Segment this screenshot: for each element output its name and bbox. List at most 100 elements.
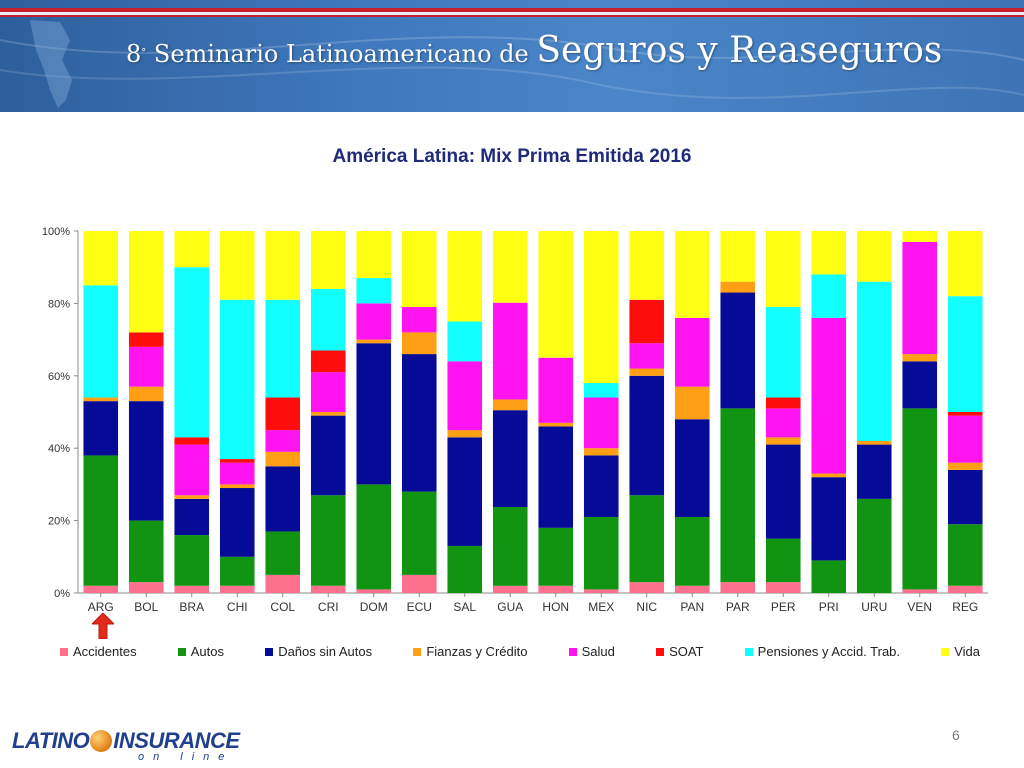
bar-segment bbox=[174, 444, 210, 496]
bar-segment bbox=[811, 473, 847, 478]
conference-title: 8° Seminario Latinoamericano de Seguros … bbox=[126, 30, 942, 71]
bar-segment bbox=[401, 307, 437, 333]
x-tick-label: HON bbox=[542, 600, 569, 614]
bar-segment bbox=[401, 231, 437, 308]
bar-segment bbox=[174, 495, 210, 499]
bar-segment bbox=[720, 408, 756, 583]
x-tick-label: BRA bbox=[179, 600, 204, 614]
bar-segment bbox=[356, 303, 392, 340]
bar-segment bbox=[265, 531, 301, 575]
bar-segment bbox=[856, 281, 892, 441]
legend-item: Daños sin Autos bbox=[265, 644, 372, 659]
bar-segment bbox=[765, 444, 801, 539]
x-tick-label: NIC bbox=[636, 600, 657, 614]
bar-segment bbox=[629, 231, 665, 300]
legend-item: Pensiones y Accid. Trab. bbox=[744, 644, 901, 659]
bar-segment bbox=[219, 459, 255, 463]
bar-segment bbox=[629, 375, 665, 496]
bar-segment bbox=[447, 437, 483, 546]
bar-segment bbox=[856, 444, 892, 499]
legend-label: Fianzas y Crédito bbox=[426, 644, 528, 659]
bar-segment bbox=[83, 455, 119, 586]
bar-segment bbox=[128, 346, 164, 387]
bar-segment bbox=[219, 585, 255, 593]
bar-segment bbox=[947, 415, 983, 463]
logo-subtitle: on line bbox=[138, 751, 234, 763]
bar-segment bbox=[811, 477, 847, 561]
bar-segment bbox=[811, 274, 847, 318]
x-tick-label: MEX bbox=[588, 600, 614, 614]
bar-segment bbox=[265, 430, 301, 452]
bar-segment bbox=[629, 343, 665, 369]
bar-segment bbox=[765, 397, 801, 409]
bar-segment bbox=[902, 354, 938, 362]
legend-item: Fianzas y Crédito bbox=[413, 644, 527, 659]
bar-segment bbox=[720, 582, 756, 593]
bar-segment bbox=[310, 412, 346, 416]
bar-segment bbox=[174, 231, 210, 268]
y-tick-label: 40% bbox=[48, 443, 70, 455]
bar-segment bbox=[356, 343, 392, 485]
y-tick-label: 60% bbox=[48, 371, 70, 383]
bar-segment bbox=[401, 491, 437, 575]
bar-segment bbox=[629, 299, 665, 344]
x-tick-label: ECU bbox=[407, 600, 432, 614]
logo-text-insurance: INSURANCE bbox=[113, 728, 240, 753]
bar-segment bbox=[583, 383, 619, 398]
x-tick-label: COL bbox=[270, 600, 295, 614]
bar-segment bbox=[902, 589, 938, 593]
x-tick-label: PAR bbox=[726, 600, 750, 614]
bar-segment bbox=[265, 299, 301, 398]
bar-segment bbox=[902, 231, 938, 242]
x-tick-label: GUA bbox=[497, 600, 523, 614]
bar-segment bbox=[265, 397, 301, 431]
y-tick-label: 100% bbox=[42, 226, 70, 238]
bar-segment bbox=[674, 317, 710, 387]
bar-segment bbox=[629, 495, 665, 583]
bar-segment bbox=[219, 556, 255, 586]
y-tick-label: 0% bbox=[54, 588, 70, 600]
bar-segment bbox=[83, 285, 119, 398]
bar-segment bbox=[447, 361, 483, 431]
legend-label: Daños sin Autos bbox=[278, 644, 373, 659]
x-tick-label: SAL bbox=[453, 600, 476, 614]
globe-icon bbox=[90, 730, 113, 752]
bar-segment bbox=[765, 538, 801, 583]
bar-segment bbox=[947, 462, 983, 470]
x-tick-label: PAN bbox=[680, 600, 704, 614]
bar-segment bbox=[219, 484, 255, 489]
red-up-arrow-icon bbox=[92, 613, 114, 639]
bar-segment bbox=[583, 516, 619, 590]
bar-segment bbox=[492, 302, 528, 400]
bar-segment bbox=[492, 585, 528, 593]
bar-segment bbox=[174, 585, 210, 593]
legend-swatch bbox=[568, 647, 577, 656]
bar-segment bbox=[674, 585, 710, 593]
bar-segment bbox=[310, 415, 346, 496]
bar-segment bbox=[720, 281, 756, 293]
bar-segment bbox=[765, 408, 801, 438]
bar-segment bbox=[310, 231, 346, 289]
bar-segment bbox=[447, 545, 483, 593]
bar-segment bbox=[538, 426, 574, 528]
legend-item: SOAT bbox=[656, 644, 704, 659]
bar-segment bbox=[583, 589, 619, 593]
bar-segment bbox=[447, 231, 483, 322]
bar-segment bbox=[811, 317, 847, 474]
bar-segment bbox=[856, 231, 892, 282]
x-tick-label: PER bbox=[771, 600, 796, 614]
bar-segment bbox=[947, 296, 983, 412]
bar-segment bbox=[902, 241, 938, 355]
bar-segment bbox=[401, 332, 437, 355]
bar-segment bbox=[265, 231, 301, 300]
bar-segment bbox=[947, 412, 983, 416]
bar-segment bbox=[720, 292, 756, 409]
bar-segment bbox=[356, 484, 392, 590]
bar-segment bbox=[583, 455, 619, 517]
legend-label: Vida bbox=[954, 644, 980, 659]
x-tick-label: ARG bbox=[88, 600, 114, 614]
bar-segment bbox=[83, 585, 119, 593]
bar-segment bbox=[356, 278, 392, 304]
legend-label: Pensiones y Accid. Trab. bbox=[757, 644, 901, 659]
latino-insurance-logo: LATINO INSURANCE on line bbox=[12, 728, 240, 763]
